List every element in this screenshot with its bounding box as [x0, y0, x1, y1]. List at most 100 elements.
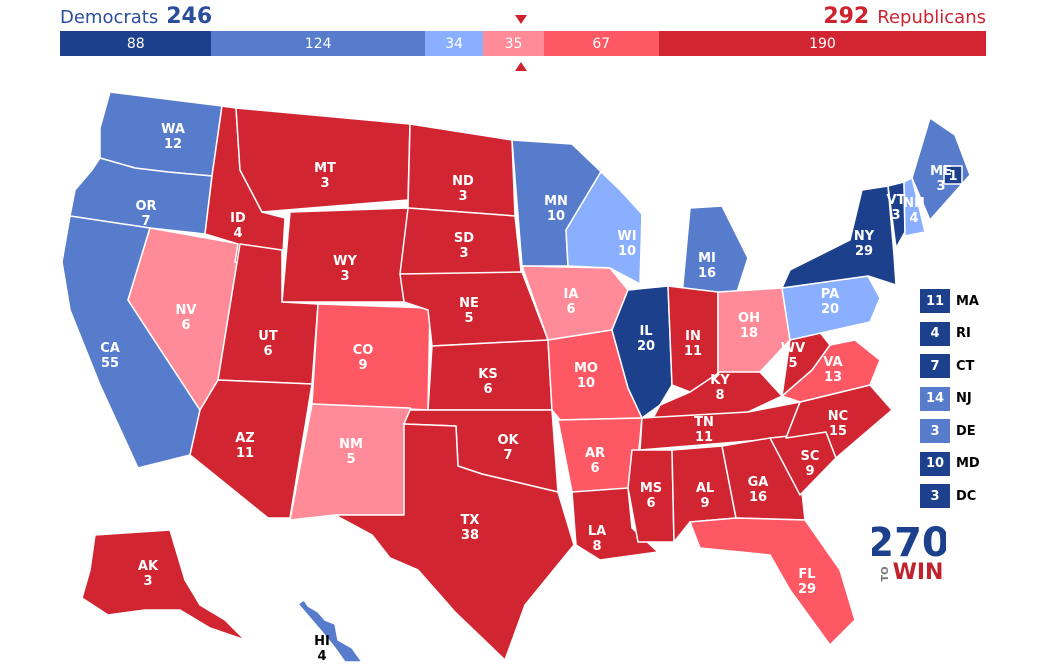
state-ms-abbr: MS: [640, 481, 662, 496]
state-hi-ev: 4: [317, 649, 326, 664]
state-hi[interactable]: [297, 599, 363, 663]
small-state-dc[interactable]: 3 DC: [920, 484, 976, 508]
state-vt-ev: 3: [891, 208, 900, 223]
state-ny[interactable]: [781, 185, 897, 289]
state-me-ev: 3: [936, 179, 945, 194]
state-pa-ev: 20: [821, 302, 839, 317]
state-ut-ev: 6: [263, 344, 272, 359]
state-oh-abbr: OH: [738, 311, 760, 326]
state-mo-ev: 10: [577, 376, 595, 391]
state-ms[interactable]: [627, 449, 675, 543]
state-id-abbr: ID: [230, 211, 246, 226]
small-state-label: NJ: [956, 391, 972, 406]
state-hi-abbr: HI: [314, 634, 330, 649]
logo-win-text: WIN: [893, 560, 944, 582]
state-mn-abbr: MN: [544, 194, 568, 209]
270towin-logo: 270 TO WIN: [872, 520, 946, 582]
state-oh-ev: 18: [740, 326, 758, 341]
state-az-ev: 11: [236, 446, 254, 461]
small-state-ri[interactable]: 4 RI: [920, 321, 971, 346]
small-state-ev-box[interactable]: 14: [920, 386, 950, 411]
small-state-ma[interactable]: 11 MA: [920, 289, 979, 313]
state-mi-ev: 16: [698, 266, 716, 281]
state-id-ev: 4: [233, 226, 242, 241]
democrats-label: Democrats: [60, 7, 159, 28]
state-wi-ev: 10: [618, 244, 636, 259]
state-wa-ev: 12: [164, 137, 182, 152]
state-ak-ev: 3: [143, 574, 152, 589]
state-in-ev: 11: [684, 344, 702, 359]
state-ok-ev: 7: [503, 448, 512, 463]
small-state-ct[interactable]: 7 CT: [920, 354, 974, 378]
state-me-district-box[interactable]: [943, 165, 963, 185]
small-state-ev-box[interactable]: 4: [920, 321, 950, 346]
state-me-district-ev: 1: [948, 169, 957, 184]
state-ok-abbr: OK: [497, 433, 519, 448]
small-state-label: MA: [956, 293, 979, 309]
state-ca-abbr: CA: [100, 341, 120, 356]
small-state-ev-box[interactable]: 3: [920, 484, 950, 508]
tally-segment-safe_dem: 88: [60, 31, 212, 56]
state-wi-abbr: WI: [617, 229, 636, 244]
state-nd-ev: 3: [458, 189, 467, 204]
small-state-md[interactable]: 10 MD: [920, 451, 980, 476]
state-mo-abbr: MO: [574, 361, 598, 376]
small-state-ev-box[interactable]: 11: [920, 289, 950, 313]
republicans-total: 292: [823, 4, 870, 29]
small-state-label: DC: [956, 488, 977, 504]
democrats-total: 246: [166, 4, 213, 29]
state-ny-abbr: NY: [854, 229, 875, 244]
state-wy-abbr: WY: [333, 254, 357, 269]
state-pa-abbr: PA: [821, 287, 839, 302]
state-or-ev: 7: [141, 214, 150, 229]
state-ne-ev: 5: [464, 311, 473, 326]
state-la-abbr: LA: [588, 524, 606, 539]
state-nc-abbr: NC: [828, 409, 848, 424]
state-az[interactable]: [189, 379, 313, 519]
state-ga-abbr: GA: [748, 475, 769, 490]
small-state-de[interactable]: 3 DE: [920, 419, 976, 443]
state-sc-abbr: SC: [801, 449, 820, 464]
tally-segment-lean_rep: 35: [483, 31, 544, 56]
state-la-ev: 8: [592, 539, 601, 554]
state-nh[interactable]: [903, 177, 926, 237]
state-ar-ev: 6: [590, 461, 599, 476]
small-state-ev-box[interactable]: 7: [920, 354, 950, 378]
state-nh-abbr: NH: [903, 196, 925, 211]
state-tx[interactable]: [334, 423, 575, 661]
small-state-ev-box[interactable]: 3: [920, 419, 950, 443]
republicans-label: Republicans: [877, 7, 986, 28]
logo-to-text: TO: [880, 566, 891, 581]
state-in-abbr: IN: [685, 329, 701, 344]
state-mt[interactable]: [235, 107, 411, 213]
state-ia-ev: 6: [566, 302, 575, 317]
state-wi[interactable]: [565, 143, 643, 285]
small-state-nj[interactable]: 14 NJ: [920, 386, 972, 411]
state-oh[interactable]: [717, 287, 791, 379]
state-ak[interactable]: [81, 529, 246, 641]
state-mi[interactable]: [681, 205, 749, 296]
state-or-abbr: OR: [135, 199, 156, 214]
state-al-ev: 9: [700, 496, 709, 511]
state-me[interactable]: [911, 117, 971, 221]
state-ny-ev: 29: [855, 244, 873, 259]
logo-270-text: 270: [872, 520, 946, 566]
state-ut-abbr: UT: [258, 329, 278, 344]
state-wv-abbr: WV: [781, 341, 805, 356]
state-me-abbr: ME: [930, 164, 952, 179]
state-nm-abbr: NM: [339, 437, 363, 452]
state-wa-abbr: WA: [161, 122, 185, 137]
republicans-total-label: 292 Republicans: [823, 4, 986, 29]
state-co-ev: 9: [358, 358, 367, 373]
state-fl[interactable]: [689, 517, 856, 646]
state-ne-abbr: NE: [459, 296, 479, 311]
state-wv-ev: 5: [788, 356, 797, 371]
state-ak-abbr: AK: [138, 559, 159, 574]
state-nv-abbr: NV: [176, 303, 197, 318]
state-mt-abbr: MT: [314, 161, 336, 176]
small-state-ev-box[interactable]: 10: [920, 451, 950, 476]
democrats-total-label: Democrats 246: [60, 4, 212, 29]
state-sd-ev: 3: [459, 246, 468, 261]
state-fl-ev: 29: [798, 582, 816, 597]
state-or[interactable]: [69, 157, 213, 235]
